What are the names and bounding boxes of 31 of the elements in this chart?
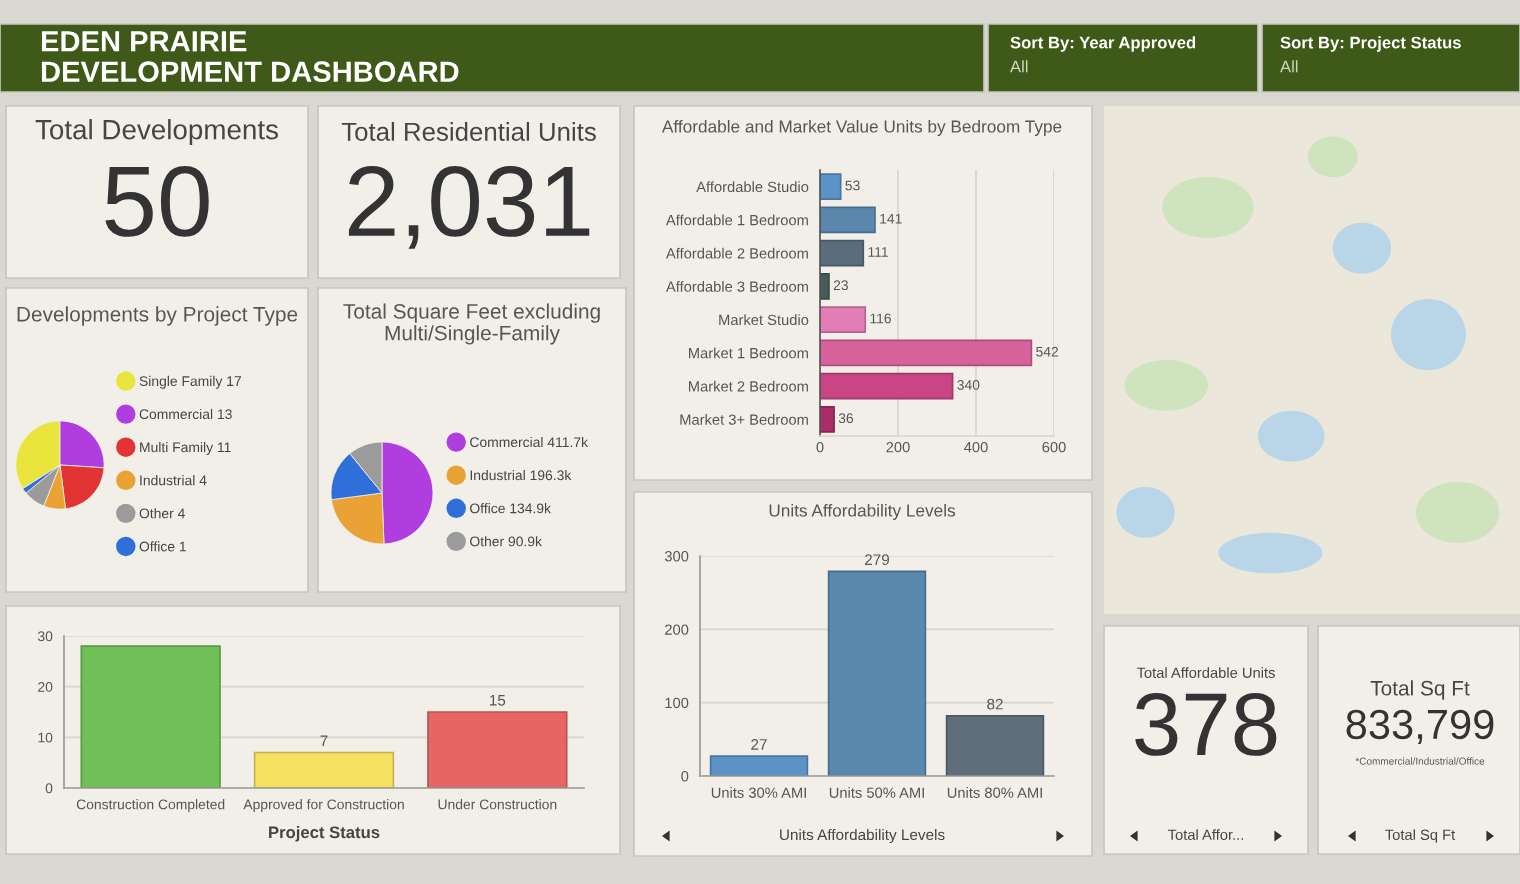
- text: All: [1010, 60, 1028, 73]
- bar: [820, 173, 842, 200]
- x-axis-title: Project Status: [269, 825, 380, 842]
- bar: [820, 306, 867, 333]
- text: Sort By: Project Status: [1280, 36, 1461, 52]
- text: Developments by Project Type: [17, 306, 298, 326]
- text: Total Square Feet excluding Multi/Single-Family: [343, 303, 600, 345]
- text: Total Sq Ft: [1370, 680, 1470, 700]
- text: All: [1280, 60, 1298, 73]
- bar: [820, 273, 830, 300]
- bar: [820, 372, 954, 400]
- bar: [820, 339, 1033, 367]
- bar: [827, 570, 927, 776]
- text: Total Residential Units: [341, 121, 596, 141]
- text: 833,799: [1346, 709, 1494, 745]
- bar: [427, 711, 568, 788]
- text: Total Developments: [35, 119, 278, 145]
- bar: [820, 406, 835, 433]
- text: 50: [105, 166, 209, 237]
- bar: [820, 239, 865, 267]
- bar: [709, 755, 809, 776]
- bar: [80, 645, 221, 788]
- text: Sort By: Year Approved: [1010, 36, 1196, 52]
- chart-title: Affordable and Market Value Units by Bedroom Type: [661, 119, 1062, 137]
- bar: [945, 715, 1045, 776]
- text: 2,031: [348, 166, 590, 249]
- text: 378: [1135, 692, 1277, 756]
- text: EDEN PRAIRIE DEVELOPMENT DASHBOARD: [41, 31, 459, 83]
- bar: [820, 206, 876, 234]
- chart-title: Units Affordability Levels: [769, 503, 956, 521]
- bar: [253, 751, 395, 788]
